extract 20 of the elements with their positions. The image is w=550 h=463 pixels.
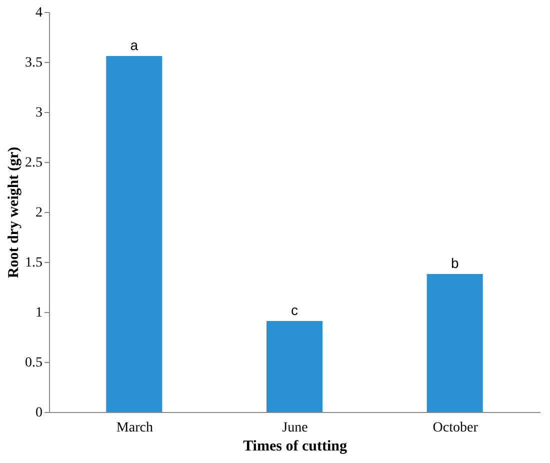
bar bbox=[426, 274, 483, 412]
y-tick-label: 3 bbox=[36, 106, 42, 120]
annotation: b bbox=[450, 255, 459, 271]
y-tick-label: 0.5 bbox=[25, 356, 42, 370]
x-tick-label: March bbox=[116, 420, 153, 436]
x-tick-label: June bbox=[282, 420, 308, 436]
y-tick-label: 3.5 bbox=[25, 56, 42, 70]
y-tick-label: 1.5 bbox=[25, 256, 42, 270]
bar bbox=[106, 56, 162, 412]
y-tick-label: 0 bbox=[36, 406, 42, 420]
annotation: c bbox=[291, 302, 298, 318]
x-axis-title: Times of cutting bbox=[243, 438, 348, 454]
bar bbox=[266, 321, 322, 412]
y-tick-label: 2 bbox=[36, 206, 42, 220]
y-axis-title: Root dry weight (gr) bbox=[6, 146, 22, 278]
y-tick-label: 2.5 bbox=[25, 156, 42, 170]
x-tick-label: October bbox=[432, 420, 478, 436]
y-tick-label: 4 bbox=[36, 6, 42, 20]
y-tick-label: 1 bbox=[36, 306, 42, 320]
annotation: a bbox=[130, 37, 138, 53]
